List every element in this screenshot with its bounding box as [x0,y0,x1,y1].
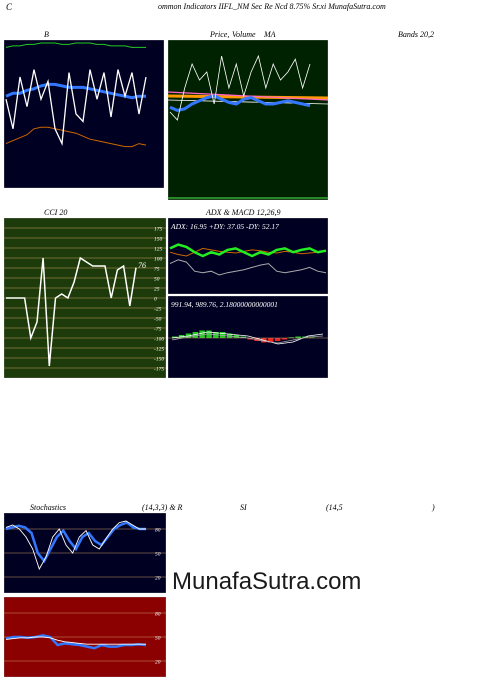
rsi-label: SI [240,503,247,512]
stoch-tick-label: 80 [155,528,161,534]
cci-tick-label: 75 [154,267,160,273]
macd-histogram-bar [226,333,233,338]
cci-tick-label: -75 [154,327,162,333]
cci-tick-label: 25 [154,287,160,293]
watermark: MunafaSutra.com [172,568,362,595]
cci-tick-label: 100 [154,257,163,263]
bb-upper-band [5,42,146,48]
stochastics-panel: 80 50 20 [4,513,166,593]
cci-tick-label: 175 [154,227,163,233]
pv-close-line [169,54,311,121]
ma-line-pink [168,91,328,101]
macd-histogram-bar [274,338,281,341]
cci-tick-label: -25 [154,307,162,313]
rsi-tick-label: 80 [155,612,161,618]
price-label: Price, [210,30,230,39]
cci-last-value: 76 [138,261,146,270]
cci-tick-label: -50 [154,317,162,323]
stochastics-params: (14,3,3) & R [142,503,183,512]
header-left-letter: C [6,2,13,12]
cci-tick-label: 0 [154,297,157,303]
stoch-tick-label: 50 [155,552,161,558]
rsi-tick-label: 20 [155,660,161,666]
cci-tick-label: 150 [154,237,163,243]
cci-tick-label: -125 [154,347,164,353]
macd-signal-line [171,333,324,344]
macd-panel: 991.94, 989.76, 2.18000000000001 [168,296,328,378]
rsi-params: (14,5 [326,503,343,512]
stoch-d-line [5,520,146,571]
cci-tick-label: 125 [154,247,163,253]
cci-panel: 175 150 125 100 75 50 25 0 -25 -50 -75 -100 -125 -150… [4,218,166,378]
adx-readout: ADX: 16.95 +DY: 37.05 -DY: 52.17 [170,222,279,231]
macd-histogram-bar [295,336,301,338]
cci-label: CCI 20 [44,208,68,217]
macd-histogram-bar [220,332,226,338]
adx-panel: ADX: 16.95 +DY: 37.05 -DY: 52.17 [168,218,328,294]
pv-price-ma-line [169,94,311,112]
bb-price-line [5,69,147,147]
adx-macd-label: ADX & MACD 12,26,9 [206,208,281,217]
stoch-tick-label: 20 [155,576,161,582]
macd-histogram-bar [172,336,178,338]
macd-line [171,331,324,345]
macd-histogram-bar [199,330,205,338]
rsi-panel: 80 50 20 [4,597,166,677]
cci-tick-label: -150 [154,357,164,363]
stoch-k-line [5,521,146,564]
stochastics-label: Stochastics [30,503,66,512]
macd-histogram-bar [309,337,315,339]
price-volume-ma-panel [168,40,328,200]
cci-line [6,256,137,367]
bollinger-panel [4,40,164,188]
bb-label: B [44,30,49,39]
bb-middle-band [5,82,146,100]
cci-tick-label: -175 [154,367,164,373]
macd-histogram-bar [281,338,288,340]
adx-line [169,259,327,276]
rsi-params-close: ) [432,503,435,512]
ma-label: MA [264,30,276,39]
cci-tick-label: -100 [154,337,164,343]
page-title: ommon Indicators IIFL_NM Sec Re Ncd 8.75… [158,2,386,11]
cci-tick-label: 50 [154,277,160,283]
bb-lower-band [5,126,147,148]
bands-label: Bands 20,2 [398,30,434,39]
rsi-tick-label: 50 [155,636,161,642]
rsi-signal-line [5,636,146,645]
macd-histogram-bar [192,332,199,338]
macd-readout: 991.94, 989.76, 2.18000000000001 [171,300,278,309]
volume-label: Volume [232,30,256,39]
plus-di-line [169,243,327,258]
macd-histogram-bar [268,338,274,343]
macd-histogram-bar [288,337,295,339]
